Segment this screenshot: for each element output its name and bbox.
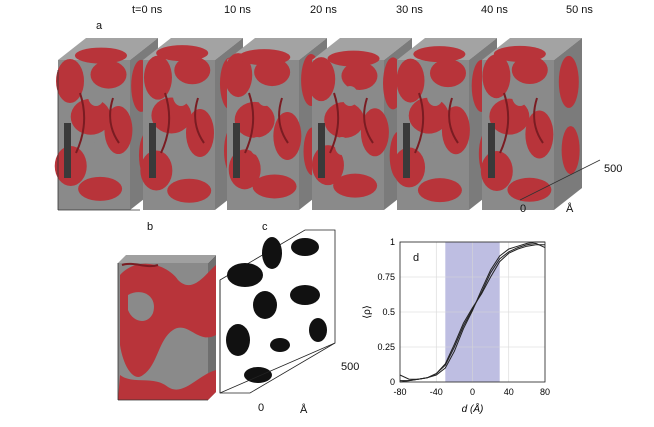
time-label-2: 20 ns bbox=[310, 4, 337, 16]
membrane-surface bbox=[118, 262, 216, 400]
panel-d-chart: -80 -40 0 40 80 0 0.25 0.5 0.75 1 d (Å) ⟨ρ⟩ bbox=[362, 237, 550, 415]
y-tick-label: 0.25 bbox=[377, 342, 395, 352]
y-tick-label: 0.75 bbox=[377, 272, 395, 282]
panel-a-label: a bbox=[96, 20, 103, 32]
panel-c-axis-tick-500: 500 bbox=[341, 361, 360, 373]
panel-a-axis-tick-0: 0 bbox=[520, 203, 527, 215]
panel-d-label: d bbox=[413, 252, 420, 264]
series-line-2 bbox=[399, 244, 545, 383]
x-tick-label: 80 bbox=[540, 387, 550, 397]
volume-3 bbox=[307, 38, 412, 210]
time-label-4: 40 ns bbox=[481, 4, 508, 16]
y-axis-label: ⟨ρ⟩ bbox=[362, 305, 373, 319]
panel-a-axis-tick-500: 500 bbox=[604, 163, 623, 175]
panel-c-label: c bbox=[262, 221, 268, 233]
volume-5 bbox=[480, 38, 582, 210]
panel-c-density-slices bbox=[219, 229, 336, 394]
y-tick-label: 1 bbox=[390, 237, 395, 247]
density-blobs bbox=[226, 237, 327, 383]
panel-c-axis-unit: Å bbox=[300, 404, 308, 416]
panel-b-volume bbox=[117, 255, 216, 401]
time-label-1: 10 ns bbox=[224, 4, 251, 16]
panel-a-axis-unit: Å bbox=[566, 203, 574, 215]
panel-b-label: b bbox=[147, 221, 154, 233]
volume-4 bbox=[393, 38, 497, 210]
x-tick-label: 40 bbox=[504, 387, 514, 397]
x-tick-label: 0 bbox=[470, 387, 475, 397]
y-tick-label: 0.5 bbox=[382, 307, 395, 317]
panel-a-volumes bbox=[54, 38, 601, 211]
time-label-0: t=0 ns bbox=[132, 4, 163, 16]
y-tick-label: 0 bbox=[390, 377, 395, 387]
axes-box bbox=[399, 241, 546, 383]
time-label-3: 30 ns bbox=[396, 4, 423, 16]
x-tick-label: -40 bbox=[430, 387, 443, 397]
panel-c-axis-tick-0: 0 bbox=[258, 402, 265, 414]
volume-0 bbox=[54, 38, 158, 210]
x-axis-label: d (Å) bbox=[462, 402, 484, 415]
axis-line-depth bbox=[519, 159, 601, 201]
time-label-5: 50 ns bbox=[566, 4, 593, 16]
x-tick-label: -80 bbox=[393, 387, 406, 397]
